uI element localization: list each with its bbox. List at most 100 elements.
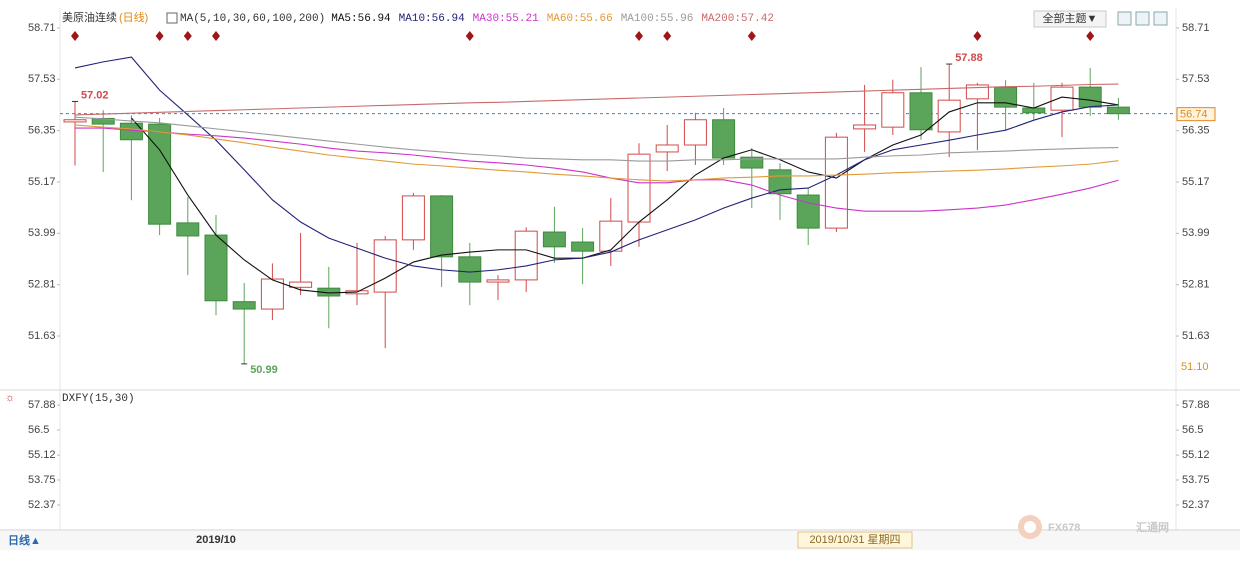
y-tick-label: 53.75 (28, 474, 56, 486)
logo-text: FX678 (1048, 522, 1080, 534)
candle-body (63, 119, 87, 123)
candle-body (542, 231, 566, 248)
candle-body (289, 281, 313, 288)
y-tick-label: 56.5 (1182, 424, 1203, 436)
y-tick-label: 56.35 (28, 125, 56, 137)
y-tick-label: 57.88 (28, 399, 56, 411)
tool-icon[interactable] (1135, 11, 1150, 26)
ma-line (74, 83, 1119, 116)
y-tick-label: 55.17 (1182, 176, 1210, 188)
signal-marker (1086, 31, 1095, 41)
legend-entry: MA5:56.94 (331, 13, 391, 25)
theme-button[interactable] (1033, 10, 1107, 28)
candle-body (712, 119, 736, 159)
cursor-date: 2019/10/31 星期四 (809, 533, 900, 546)
candle-body (458, 256, 482, 283)
candle-body (1078, 86, 1102, 108)
y-tick-label: 52.81 (28, 279, 56, 291)
y-tick-label: 56.35 (1182, 125, 1210, 137)
candle-body (119, 122, 143, 141)
signal-marker (663, 31, 672, 41)
y-tick-label: 58.71 (1182, 22, 1210, 34)
ma-line (74, 124, 1119, 182)
y-tick-label: 52.81 (1182, 279, 1210, 291)
high-label: 57.02 (81, 89, 109, 101)
cursor-date-box (797, 531, 913, 549)
y-tick-label: 56.5 (28, 424, 49, 436)
current-price-label: 56.74 (1180, 109, 1208, 121)
indicator-title: DXFY(15,30) (62, 393, 135, 405)
y-tick-label: 51.63 (1182, 330, 1210, 342)
ma-line (130, 96, 1119, 294)
legend-entry: MA100:55.96 (621, 13, 694, 25)
candle-body (1022, 107, 1046, 114)
settings-icon[interactable]: ☼ (5, 392, 15, 404)
status-bar (0, 531, 1240, 550)
y-tick-label: 57.53 (1182, 73, 1210, 85)
candle-body (881, 92, 905, 128)
candle-body (401, 195, 425, 241)
y-tick-label: 52.37 (1182, 499, 1210, 511)
signal-marker (747, 31, 756, 41)
tool-icon[interactable] (1117, 11, 1132, 26)
candle-body (937, 99, 961, 133)
candle-body (740, 156, 764, 169)
candle-body (204, 234, 228, 302)
candle-body (655, 144, 679, 153)
y-tick-label: 53.99 (1182, 227, 1210, 239)
signal-marker (155, 31, 164, 41)
chart-title: 美原油连续 (62, 10, 117, 24)
candle-body (514, 230, 538, 281)
y-tick-label: 55.17 (28, 176, 56, 188)
candle-body (1106, 106, 1130, 115)
period-switch[interactable]: 日线▲ (8, 533, 41, 547)
y-tick-label: 57.53 (28, 73, 56, 85)
bottom-price-label: 51.10 (1181, 361, 1209, 373)
signal-marker (973, 31, 982, 41)
period-label: (日线) (119, 10, 148, 24)
candle-body (148, 123, 172, 225)
candle-body (683, 119, 707, 146)
indicator-icon[interactable] (166, 12, 178, 24)
high-label: 57.88 (955, 52, 983, 64)
indicator-label: MA(5,10,30,60,100,200) (180, 13, 325, 25)
y-tick-label: 53.99 (28, 227, 56, 239)
signal-marker (635, 31, 643, 41)
legend-entry: MA10:56.94 (399, 13, 465, 25)
legend-entry: MA30:55.21 (473, 13, 539, 25)
candle-body (486, 279, 510, 283)
candle-body (260, 278, 284, 310)
signal-marker (71, 31, 79, 41)
theme-button-label: 全部主题▼ (1043, 11, 1098, 25)
y-tick-label: 55.12 (28, 449, 56, 461)
low-label: 50.99 (250, 364, 278, 376)
current-price-box (1176, 107, 1216, 122)
candle-body (853, 124, 877, 130)
x-tick-label: 2019/10 (196, 534, 236, 546)
logo-text-cn: 汇通网 (1136, 521, 1169, 534)
y-tick-label: 57.88 (1182, 399, 1210, 411)
y-tick-label: 55.12 (1182, 449, 1210, 461)
candle-body (571, 241, 595, 252)
candle-body (1050, 86, 1074, 111)
candle-body (965, 84, 989, 100)
candle-body (599, 220, 623, 252)
y-tick-label: 51.63 (28, 330, 56, 342)
signal-marker (465, 31, 474, 41)
legend-entry: MA200:57.42 (701, 13, 774, 25)
candle-body (627, 153, 651, 223)
y-tick-label: 53.75 (1182, 474, 1210, 486)
candle-body (796, 194, 820, 229)
signal-marker (183, 31, 192, 41)
candle-body (373, 239, 397, 293)
y-tick-label: 58.71 (28, 22, 56, 34)
tool-icon[interactable] (1153, 11, 1168, 26)
legend-entry: MA60:55.66 (547, 13, 613, 25)
candle-body (909, 92, 933, 131)
signal-marker (212, 31, 220, 41)
candle-body (176, 222, 200, 237)
candle-body (232, 301, 256, 310)
y-tick-label: 52.37 (28, 499, 56, 511)
